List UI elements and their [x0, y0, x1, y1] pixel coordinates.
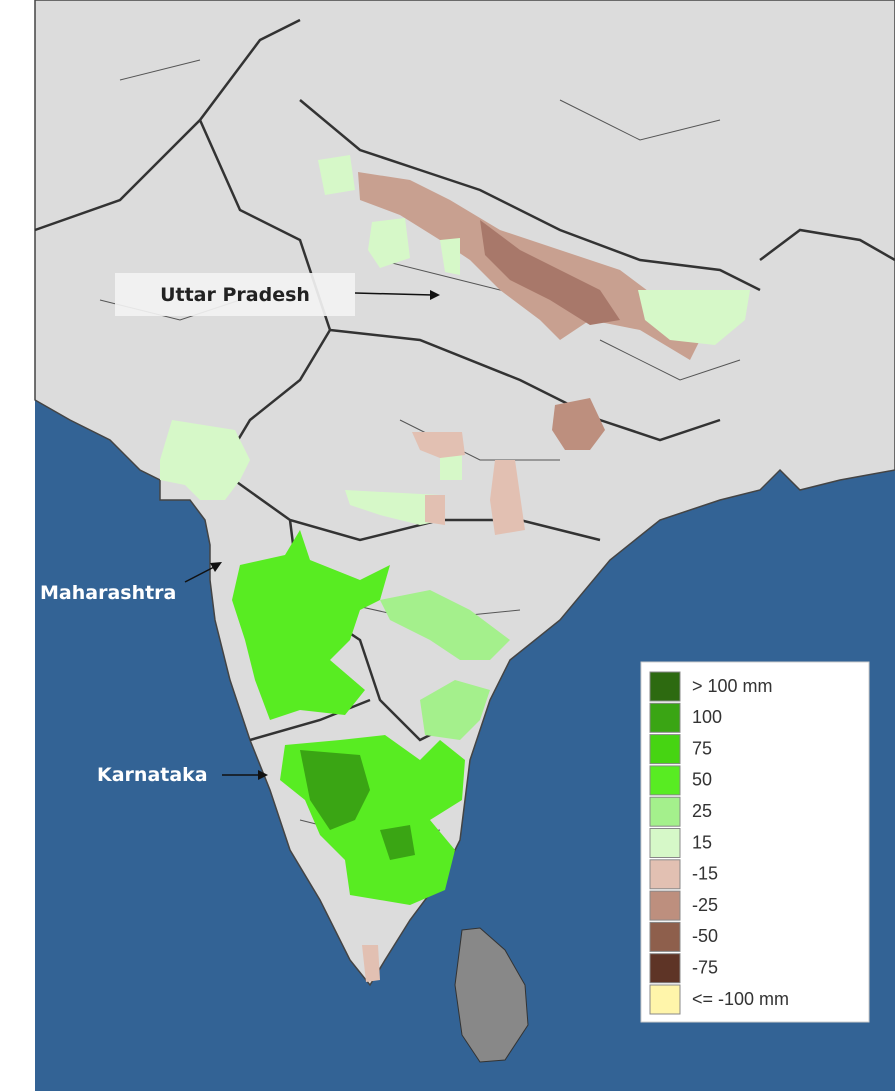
legend-swatch [649, 796, 681, 827]
arrow-head [210, 562, 222, 572]
legend-label: -50 [692, 926, 718, 946]
patch-central-brown [412, 432, 525, 535]
patch-maharashtra-25 [380, 590, 510, 660]
legend-label: <= -100 mm [692, 989, 789, 1009]
legend-label: 15 [692, 832, 712, 852]
legend-label: 50 [692, 770, 712, 790]
legend-swatch [649, 953, 681, 984]
legend-swatch [649, 921, 681, 952]
annotation-arrow [354, 292, 434, 296]
patch-up-dark [480, 220, 620, 325]
annotation-box [115, 273, 355, 316]
sri-lanka [454, 927, 529, 1063]
legend-swatch [649, 828, 681, 858]
legend-swatch [649, 859, 681, 890]
legend: > 100 mm 100 75 50 25 15 -15 -25 -50 -75 <= -100 m… [640, 661, 870, 1023]
annotation-arrow [184, 565, 217, 583]
legend-swatch [649, 671, 681, 702]
patch-gujarat [160, 420, 250, 500]
legend-swatch [649, 702, 681, 733]
legend-label: 100 [692, 707, 722, 727]
patch-andhra [420, 680, 490, 740]
legend-label: 25 [692, 801, 712, 821]
borders [34, 18, 895, 742]
legend-label: -25 [692, 895, 718, 915]
legend-swatch [649, 734, 681, 765]
arrow-head [258, 770, 268, 780]
legend-swatch [649, 890, 681, 921]
margin [0, 0, 35, 1091]
patch-karnataka-dark [300, 750, 415, 860]
legend-label: -15 [692, 864, 718, 884]
arrow-head [430, 290, 440, 300]
legend-label: -75 [692, 957, 718, 977]
patch-bihar [638, 290, 750, 345]
legend-swatch [649, 984, 681, 1015]
legend-label: 75 [692, 738, 712, 758]
patch-kerala [362, 945, 380, 982]
patch-up-west [318, 155, 460, 275]
annotation-label: Uttar Pradesh [160, 284, 310, 306]
patch-jharkhand [552, 398, 605, 450]
patch-maharashtra [232, 530, 390, 720]
legend-swatch [649, 765, 681, 796]
legend-label: > 100 mm [692, 676, 773, 696]
annotation-label: Maharashtra [40, 582, 176, 604]
annotation-label: Karnataka [97, 764, 208, 786]
